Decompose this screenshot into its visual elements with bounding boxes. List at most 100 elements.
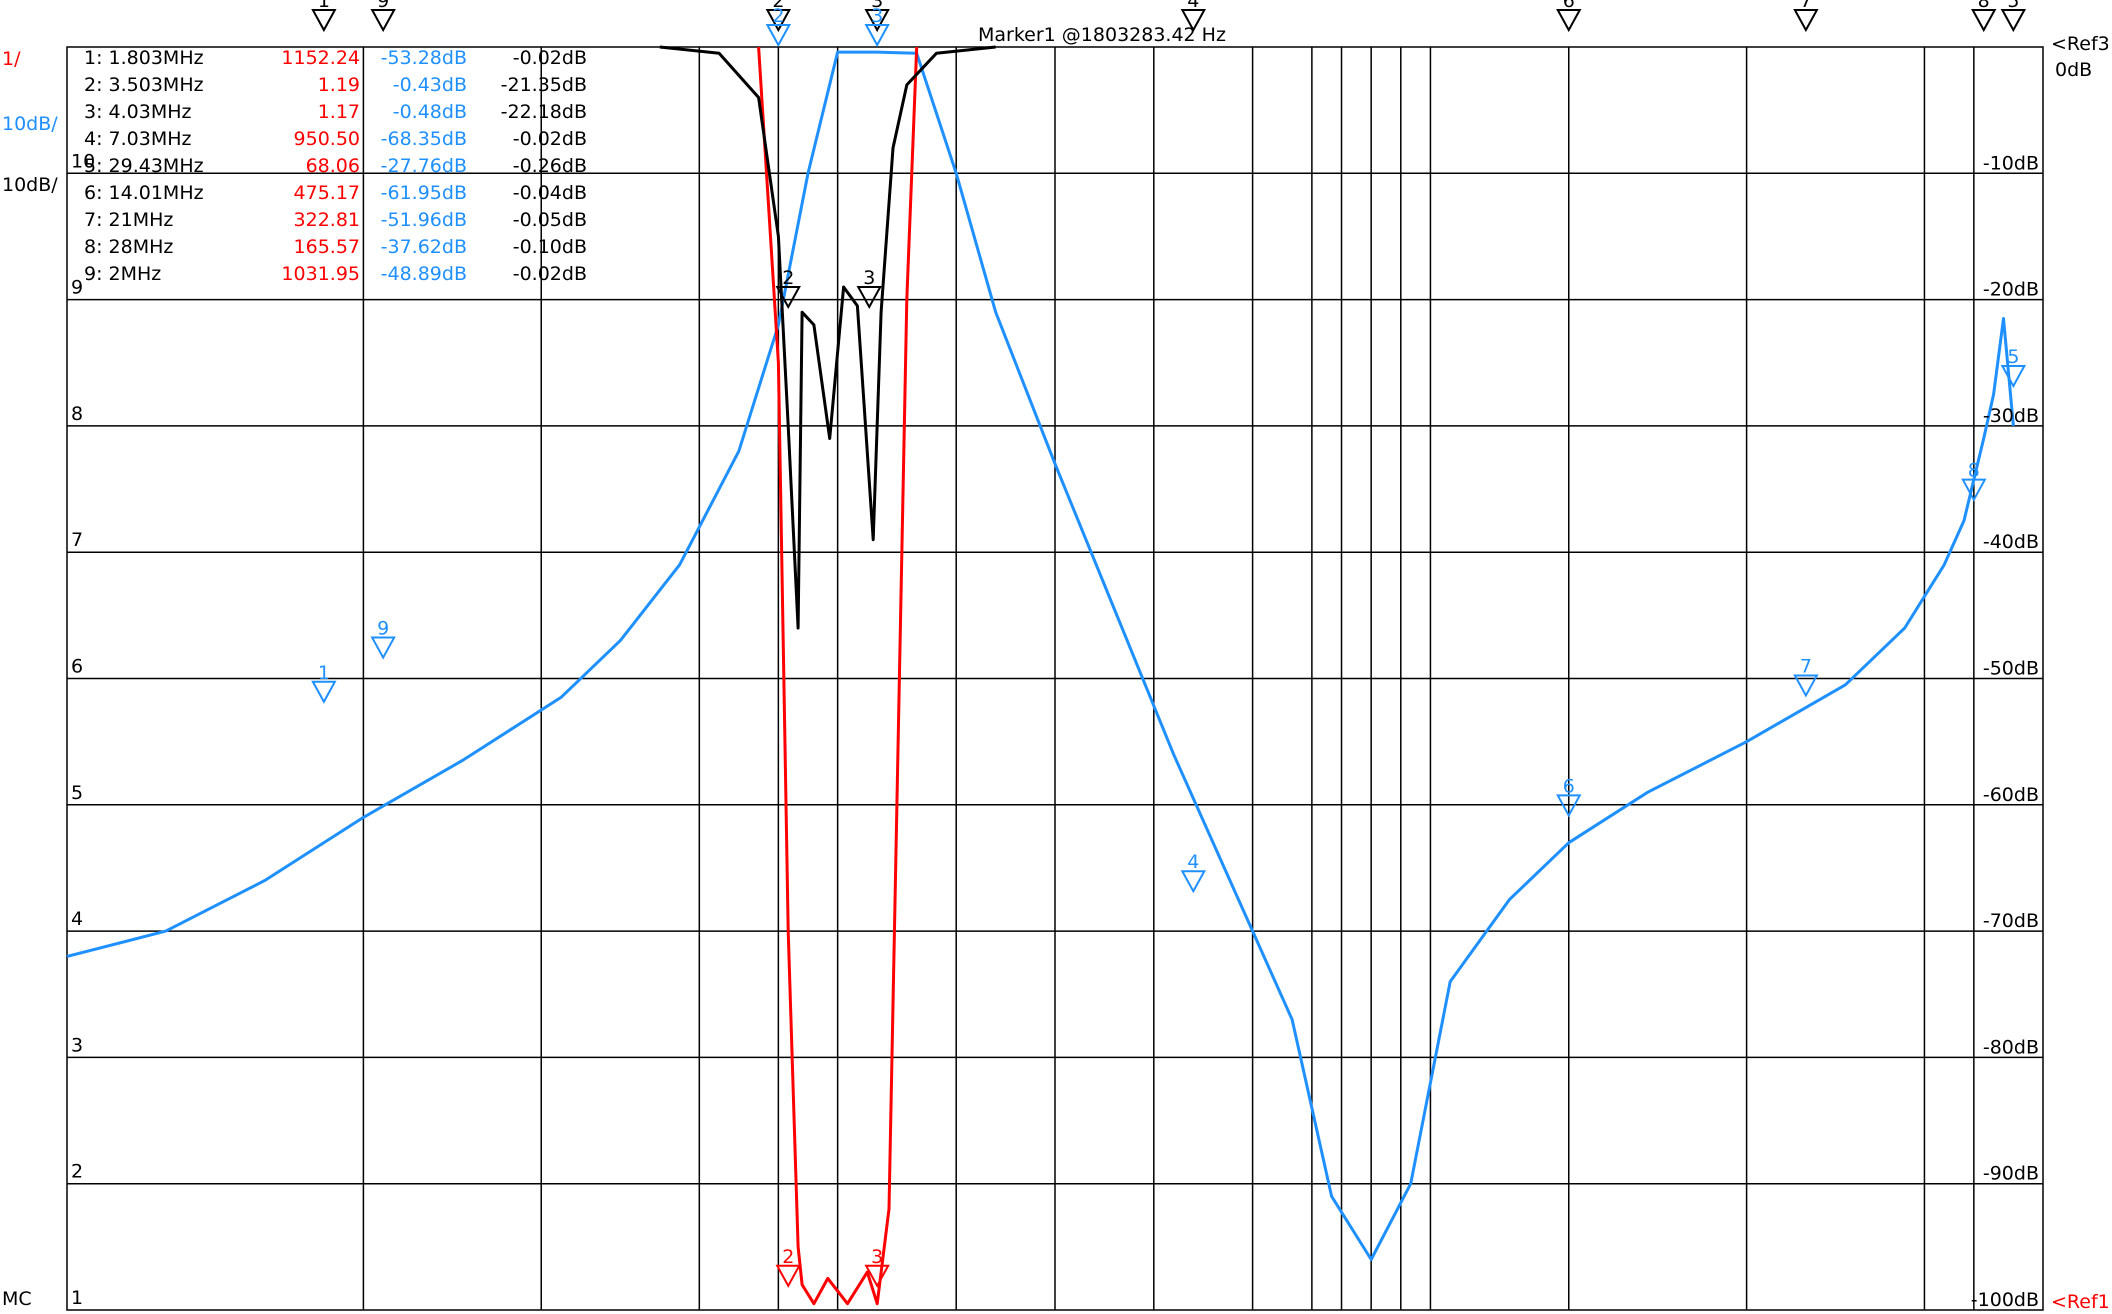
marker: 3 [856,267,882,310]
left-grid-label: 2 [71,1161,83,1183]
marker-id: 9 [377,0,389,12]
marker-triangle [856,285,882,310]
marker-black-value: -0.02dB [512,128,587,150]
marker-frequency: 8: 28MHz [84,236,174,258]
marker-triangle [765,24,792,48]
marker-triangle [1556,794,1582,818]
ref3-value: 0dB [2055,59,2092,81]
marker: 2 [765,0,792,33]
trace2-scale-label: 10dB/ [2,113,58,135]
marker-triangle [864,1264,890,1288]
marker: 8 [1971,0,1997,33]
marker-red-value: 68.06 [305,155,360,177]
marker: 7 [1793,655,1819,698]
marker-blue-value: -61.95dB [380,182,467,204]
marker: 5 [2000,346,2027,389]
ref3-label: <Ref3 [2051,33,2110,55]
marker-triangle [1971,9,1997,33]
marker-triangle [775,1264,801,1288]
marker-black-value: -0.04dB [512,182,587,204]
marker-black-value: -0.26dB [512,155,587,177]
marker-blue-value: -68.35dB [380,128,467,150]
marker: 6 [1556,775,1582,818]
right-axis-label: -90dB [1983,1163,2039,1185]
marker-triangle [1793,674,1819,698]
marker-triangle [370,636,396,660]
right-axis-label: -20dB [1983,279,2039,301]
marker-blue-value: -0.43dB [392,74,467,96]
marker: 4 [1180,851,1207,894]
plot-markers: 1 9 2 3 4 6 7 8 5 1 9 2 3 4 6 7 8 5 2 3 2 3 [311,0,2027,1288]
marker-id: 2 [772,0,784,12]
marker-frequency: 4: 7.03MHz [84,128,192,150]
left-grid-label: 7 [71,529,83,551]
marker: 3 [864,0,890,33]
left-grid-label: 6 [71,656,83,678]
marker-blue-value: -53.28dB [380,47,467,69]
marker-triangle [1180,870,1207,894]
right-axis-label: -60dB [1983,784,2039,806]
marker-id: 3 [863,267,875,289]
marker-id: 5 [2007,346,2019,368]
marker-black-value: -0.10dB [512,236,587,258]
marker-id: 8 [1978,0,1990,12]
marker: 9 [370,618,396,660]
trace-line [66,50,2015,1261]
trace1-scale-label: 1/ [2,48,21,70]
marker-blue-value: -0.48dB [392,101,467,123]
marker-id: 2 [772,5,784,27]
marker-blue-value: -27.76dB [380,155,467,177]
left-grid-label: 1 [71,1287,83,1309]
marker-id: 3 [871,0,883,12]
marker-id: 9 [377,618,389,640]
marker: 5 [2000,0,2027,33]
mode-label: MC [2,1288,32,1310]
marker-frequency: 7: 21MHz [84,209,174,231]
marker: 7 [1793,0,1819,33]
marker-id: 7 [1800,655,1812,677]
marker-frequency: 3: 4.03MHz [84,101,192,123]
marker-blue-value: -37.62dB [380,236,467,258]
left-grid-label: 9 [71,277,83,299]
marker: 1 [311,662,337,704]
marker-triangle [2000,365,2027,389]
marker-red-value: 950.50 [293,128,360,150]
left-grid-label: 10 [71,150,95,172]
marker-red-value: 1152.24 [281,47,360,69]
trace-line [757,46,919,1306]
marker-black-value: -0.02dB [512,263,587,285]
right-axis-label: -30dB [1983,405,2039,427]
left-grid-label: 8 [71,403,83,425]
marker: 3 [864,1246,890,1288]
trace3-scale-label: 10dB/ [2,174,58,196]
right-axis-label: -50dB [1983,658,2039,680]
marker: 3 [864,5,890,48]
marker-frequency: 1: 1.803MHz [84,47,204,69]
marker-id: 4 [1187,0,1199,12]
right-axis-label: -40dB [1983,531,2039,553]
marker-red-value: 322.81 [293,209,360,231]
marker-id: 6 [1563,0,1575,12]
marker-blue-value: -51.96dB [380,209,467,231]
marker-id: 8 [1968,460,1980,482]
marker-black-value: -22.18dB [500,101,587,123]
trace-line [659,45,996,630]
marker-triangle [311,680,337,704]
marker-id: 1 [318,662,330,684]
marker-triangle [1793,9,1819,33]
marker-red-value: 165.57 [293,236,360,258]
marker-triangle [370,9,396,33]
marker-red-value: 1.17 [317,101,360,123]
right-axis-label: -10dB [1983,152,2039,174]
marker-frequency: 6: 14.01MHz [84,182,204,204]
marker-id: 4 [1187,851,1199,873]
marker-triangle [1961,478,1987,502]
marker-frequency: 2: 3.503MHz [84,74,204,96]
axis-labels: -10dB -20dB -30dB -40dB -50dB -60dB -70dB -80dB… [71,33,2110,1313]
marker-red-value: 475.17 [293,182,360,204]
marker-frequency: 9: 2MHz [84,263,162,285]
marker-black-value: -0.05dB [512,209,587,231]
marker-triangle [1556,9,1582,33]
marker-red-value: 1031.95 [281,263,360,285]
